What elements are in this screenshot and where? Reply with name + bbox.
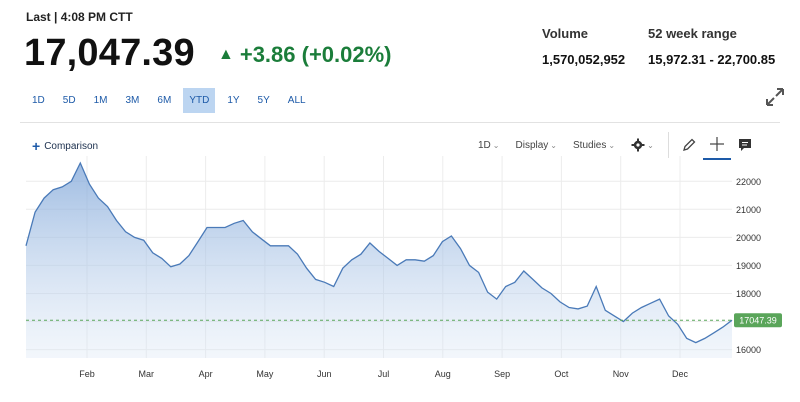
comment-icon [738,139,751,151]
plus-icon: + [32,138,41,154]
x-tick-label: Jul [378,369,390,379]
x-tick-label: Dec [672,369,689,379]
range-label: 52 week range [648,26,737,41]
interval-dropdown[interactable]: 1D ⌄ [470,134,508,157]
comparison-label: Comparison [44,140,99,152]
x-tick-label: Jun [317,369,332,379]
change-value: +3.86 (+0.02%) [239,42,392,67]
header-divider [20,122,780,123]
price: 17,047.39 [24,32,195,74]
range-value: 15,972.31 - 22,700.85 [648,52,776,67]
last-label: Last | 4:08 PM CTT [26,10,133,24]
tab-1m[interactable]: 1M [93,95,108,106]
x-tick-label: Nov [613,369,630,379]
tab-5d[interactable]: 5D [62,95,76,106]
y-tick-label: 19000 [736,261,761,271]
studies-dropdown[interactable]: Studies ⌄ [565,134,623,157]
volume-label: Volume [542,26,588,41]
settings-dropdown[interactable]: ⌄ [623,132,662,158]
x-tick-label: Apr [199,369,213,379]
y-tick-label: 18000 [736,289,761,299]
studies-label: Studies [573,139,607,151]
x-tick-label: Sep [494,369,510,379]
pencil-icon [682,138,696,151]
toolbar-separator [667,132,669,158]
interval-label: 1D [478,139,491,151]
up-arrow-icon: ▲ [218,46,234,63]
price-line [25,161,733,344]
y-tick-label: 20000 [736,233,761,243]
last-value-label: 17047.39 [739,316,777,326]
price-change: ▲ +3.86 (+0.02%) [218,42,392,68]
gear-icon [631,138,645,152]
chevron-down-icon: ⌄ [550,140,557,150]
y-tick-label: 21000 [736,205,761,215]
display-dropdown[interactable]: Display ⌄ [508,134,566,157]
y-tick-label: 22000 [736,177,761,187]
expand-icon[interactable] [764,86,786,108]
volume-value: 1,570,052,952 [542,52,626,67]
x-tick-label: Feb [79,369,95,379]
chevron-down-icon: ⌄ [647,140,654,150]
chevron-down-icon: ⌄ [608,140,616,150]
last-value-marker [734,313,782,328]
price-area [26,163,732,358]
draw-tool-button[interactable] [675,131,703,159]
price-chart[interactable]: 16000170001800019000200002100022000 FebM… [20,150,790,385]
chevron-down-icon: ⌄ [492,140,500,150]
tab-1d[interactable]: 1D [32,95,45,106]
x-tick-label: Mar [139,369,155,379]
x-tick-label: Aug [435,369,451,379]
x-tick-label: Oct [554,369,569,379]
tab-all[interactable]: ALL [287,95,306,106]
tab-5y[interactable]: 5Y [257,95,270,106]
display-label: Display [515,139,549,151]
tab-ytd[interactable]: YTD [183,88,216,113]
comment-tool-button[interactable] [731,131,759,159]
chart-toolbar: 1D ⌄ Display ⌄ Studies ⌄ ⌄ [470,130,759,160]
tab-6m[interactable]: 6M [157,95,172,106]
comparison-button[interactable]: + Comparison [32,138,98,154]
tab-1y[interactable]: 1Y [227,95,240,106]
y-tick-label: 16000 [736,345,761,355]
crosshair-tool-button[interactable] [702,130,731,160]
x-tick-label: May [256,369,274,379]
crosshair-icon [709,137,724,151]
range-tabs: 1D 5D 1M 3M 6M YTD 1Y 5Y ALL [26,88,318,113]
tab-3m[interactable]: 3M [125,95,140,106]
